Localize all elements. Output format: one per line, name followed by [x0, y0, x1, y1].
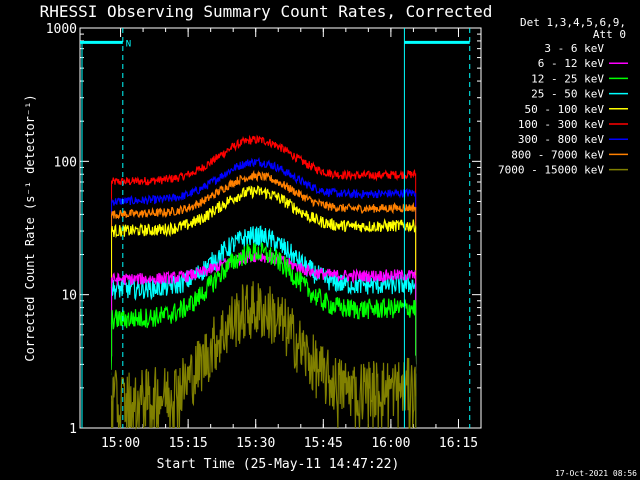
y-axis: 1 10 100 1000 [46, 22, 481, 437]
series-line-5 [110, 251, 417, 286]
legend-entry-label: 7000 - 15000 keV [498, 164, 604, 177]
legend-entry-label: 12 - 25 keV [531, 72, 604, 85]
legend-entry-label: 25 - 50 keV [531, 88, 604, 101]
series-line-3 [110, 185, 417, 239]
legend-entry-label: 3 - 6 keV [544, 42, 604, 55]
chart-title: RHESSI Observing Summary Count Rates, Co… [40, 2, 493, 21]
series-line-1 [110, 156, 416, 206]
legend: Det 1,3,4,5,6,9,Att 03 - 6 keV 6 - 12 keV… [498, 16, 628, 177]
legend-header-line2: Att 0 [593, 28, 626, 41]
footer-timestamp: 17-Oct-2021 08:56 [555, 469, 637, 478]
legend-entry-label: 50 - 100 keV [525, 103, 605, 116]
legend-entry-label: 800 - 7000 keV [511, 148, 604, 161]
y-tick-label: 1 [69, 422, 77, 437]
series-line-2 [110, 169, 417, 220]
x-tick-label: 16:15 [439, 436, 478, 451]
x-tick-label: 15:00 [101, 436, 140, 451]
series-group [110, 134, 417, 430]
series-line-4 [110, 225, 417, 301]
legend-entry-label: 6 - 12 keV [538, 57, 605, 70]
series-line-0 [110, 134, 417, 186]
legend-header-line1: Det 1,3,4,5,6,9, [520, 16, 626, 29]
series-line-6 [110, 242, 417, 330]
y-tick-label: 1000 [46, 22, 77, 37]
series-line-8 [110, 281, 417, 430]
plot-border [79, 27, 482, 429]
x-tick-label: 15:45 [304, 436, 343, 451]
x-tick-label: 15:15 [169, 436, 208, 451]
y-tick-label: 100 [54, 155, 77, 170]
y-tick-label: 10 [61, 289, 77, 304]
x-tick-label: 16:00 [371, 436, 410, 451]
series-line-7 [110, 269, 417, 393]
plot-frame [79, 27, 482, 429]
legend-entry-label: 100 - 300 keV [518, 118, 604, 131]
y-axis-label: Corrected Count Rate (s⁻¹ detector⁻¹) [23, 94, 37, 361]
x-axis-label: Start Time (25-May-11 14:47:22) [157, 457, 400, 472]
x-axis: 15:00 15:15 15:30 15:45 16:00 16:15 [101, 28, 478, 451]
x-tick-label: 15:30 [236, 436, 275, 451]
legend-entry-label: 300 - 800 keV [518, 133, 604, 146]
annotation-group: N [80, 28, 471, 428]
attenuator-flag-label: N [126, 39, 131, 49]
